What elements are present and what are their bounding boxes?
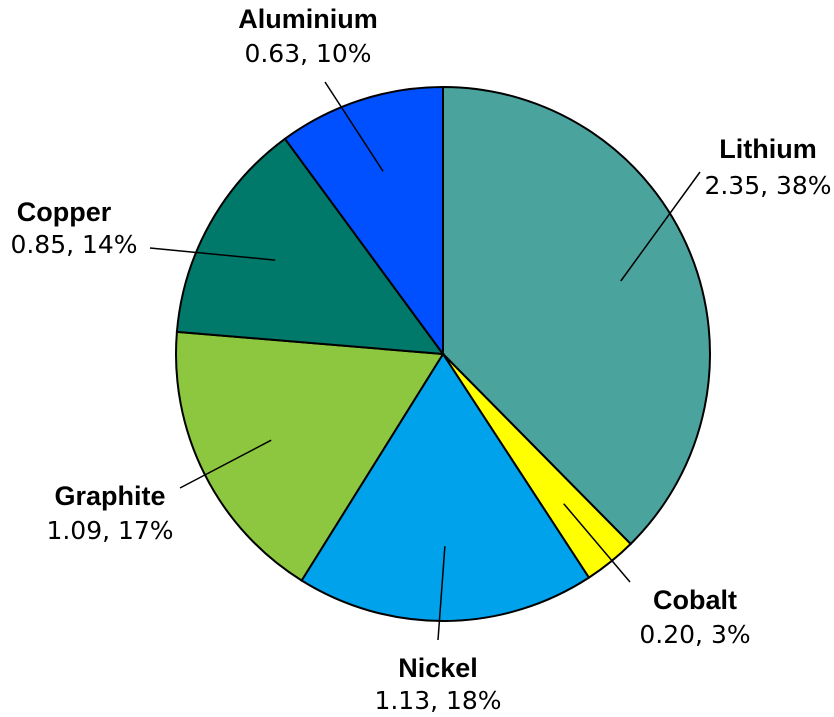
slice-nickel [300,352,591,622]
leader-graphite [179,439,272,489]
label-graphite-value: 1.09, 17% [46,516,173,545]
label-aluminium-name: Aluminium [238,4,378,34]
leader-lithium [620,171,701,282]
label-cobalt-value: 0.20, 3% [639,620,750,649]
slice-aluminium [283,85,444,358]
leader-lines [149,81,701,641]
slice-lithium [442,85,711,546]
slice-graphite [175,330,445,582]
pie-slices [175,85,711,622]
label-nickel-name: Nickel [398,653,478,683]
label-nickel-value: 1.13, 18% [374,686,501,715]
label-lithium-name: Lithium [719,134,816,164]
label-lithium-value: 2.35, 38% [704,171,831,200]
leader-copper [149,247,276,261]
leader-aluminium [324,81,384,172]
leader-cobalt [563,503,631,583]
label-copper-value: 0.85, 14% [10,230,137,259]
label-graphite-name: Graphite [54,481,165,511]
label-aluminium-value: 0.63, 10% [244,39,371,68]
label-cobalt-name: Cobalt [653,585,737,615]
label-copper-name: Copper [17,197,112,227]
leader-nickel [437,546,446,641]
slice-copper [175,137,446,356]
